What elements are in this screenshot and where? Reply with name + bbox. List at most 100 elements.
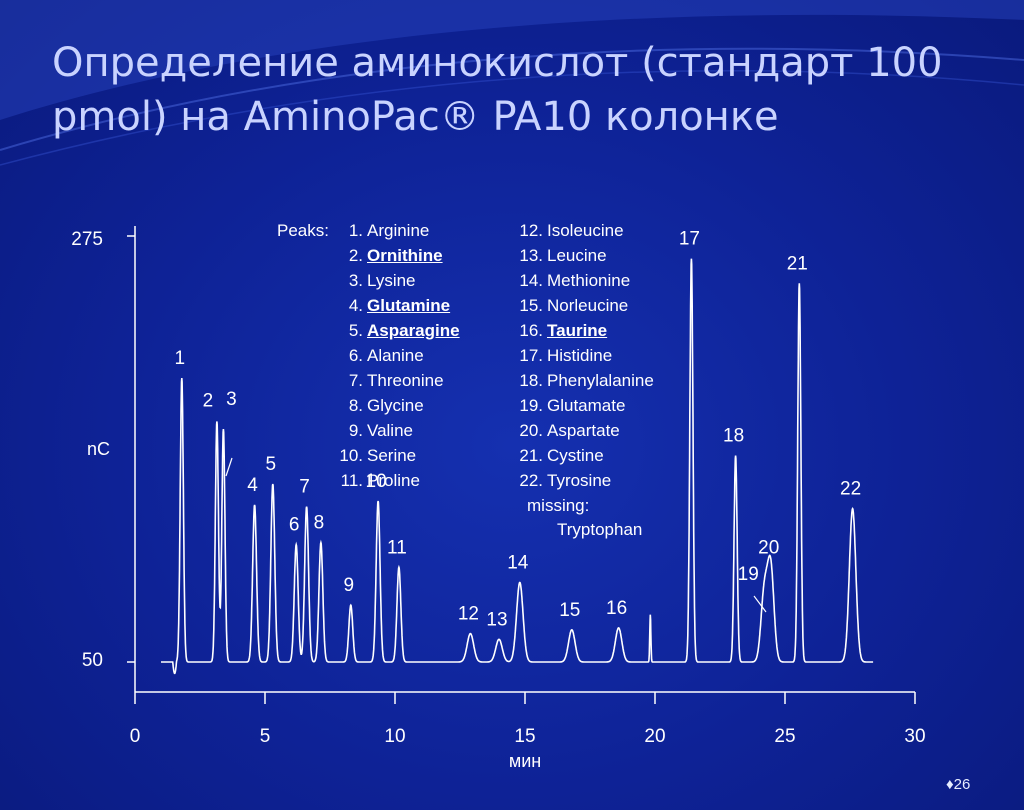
legend-entry-number: 6. — [348, 346, 363, 365]
peak-label: 15 — [559, 600, 580, 621]
peak-label: 19 — [738, 564, 759, 585]
legend-entry: 19. Glutamate — [513, 393, 625, 418]
legend-entry: 16. Taurine — [513, 318, 607, 343]
peak-label: 13 — [486, 609, 507, 630]
peak-label: 5 — [266, 454, 277, 475]
legend-entry-name: Cystine — [547, 446, 604, 465]
peak-19-leader — [753, 595, 767, 613]
legend-missing-label: missing: — [527, 496, 590, 515]
legend-entry: 10. Serine — [333, 443, 416, 468]
legend-entry-name: Histidine — [547, 346, 613, 365]
legend-entry-name: Glutamate — [547, 396, 626, 415]
page-marker-icon: ♦ — [946, 776, 954, 793]
x-tick-label: 20 — [644, 726, 665, 747]
legend-entry: 22. Tyrosine — [513, 468, 611, 493]
legend-entry-name: Aspartate — [547, 421, 620, 440]
peak-label: 22 — [840, 479, 861, 500]
legend-entry: 12. Isoleucine — [513, 218, 624, 243]
peak-label: 17 — [679, 229, 700, 250]
legend-entry-number: 3. — [348, 271, 363, 290]
legend-entry-name: Glycine — [367, 396, 424, 415]
legend-entry-number: 16. — [519, 321, 543, 340]
peak-label: 18 — [723, 426, 744, 447]
legend-entry-number: 5. — [348, 321, 363, 340]
legend-entry-number: 22. — [519, 471, 543, 490]
x-tick-label: 25 — [774, 726, 795, 747]
slide-title: Определение аминокислот (стандарт 100 pm… — [52, 40, 943, 140]
peak-label: 1 — [175, 348, 186, 369]
legend-entry-number: 11. — [340, 471, 363, 490]
legend-missing-item: Tryptophan — [557, 520, 643, 539]
legend-entry: 5. Asparagine — [333, 318, 460, 343]
peak-label: 16 — [606, 598, 627, 619]
legend-entry-number: 12. — [519, 221, 543, 240]
legend-entry-number: 17. — [519, 346, 543, 365]
legend-entry-name: Tyrosine — [547, 471, 612, 490]
legend-entry-name: Alanine — [367, 346, 424, 365]
legend-entry-number: 21. — [519, 446, 543, 465]
y-tick-label-bottom: 50 — [82, 650, 103, 671]
legend-entry-name: Leucine — [547, 246, 607, 265]
legend-entry-name: Valine — [367, 421, 413, 440]
y-axis-label: nC — [87, 439, 110, 459]
legend-entry-number: 20. — [519, 421, 543, 440]
legend-entry: 11. Proline — [333, 468, 420, 493]
legend-entry: 4. Glutamine — [333, 293, 450, 318]
peak-label: 2 — [203, 391, 214, 412]
legend-entry-number: 10. — [339, 446, 363, 465]
legend-entry: 7. Threonine — [333, 368, 444, 393]
peak-label: 14 — [507, 552, 529, 573]
legend-entry-number: 8. — [348, 396, 363, 415]
peak-label: 4 — [247, 475, 258, 496]
legend-entry-name: Asparagine — [367, 321, 460, 340]
legend-entry: 9. Valine — [333, 418, 413, 443]
peak-label: 21 — [787, 253, 808, 274]
legend-entry-number: 9. — [348, 421, 363, 440]
peak-label: 7 — [299, 477, 310, 498]
legend-entry: 13. Leucine — [513, 243, 607, 268]
legend-entry: 20. Aspartate — [513, 418, 620, 443]
legend-entry-number: 18. — [519, 371, 543, 390]
legend-entry-name: Serine — [367, 446, 417, 465]
legend-entry: 2. Ornithine — [333, 243, 443, 268]
legend-entry-number: 14. — [519, 271, 543, 290]
x-tick-label: 15 — [514, 726, 535, 747]
legend-entry-name: Isoleucine — [547, 221, 624, 240]
x-tick-label: 0 — [130, 726, 141, 747]
legend-entry: 6. Alanine — [333, 343, 424, 368]
legend-entry-name: Methionine — [547, 271, 631, 290]
legend-entry: 18. Phenylalanine — [513, 368, 653, 393]
peak-label: 11 — [387, 537, 407, 558]
peak-label: 8 — [314, 513, 325, 534]
legend-entry-name: Lysine — [367, 271, 416, 290]
chromatogram-trace — [161, 258, 874, 675]
x-tick-label: 30 — [904, 726, 925, 747]
legend-entry: 17. Histidine — [513, 343, 612, 368]
legend-entry: 21. Cystine — [513, 443, 604, 468]
legend-entry-name: Threonine — [367, 371, 444, 390]
legend-entry: 1. Arginine — [333, 218, 430, 243]
legend-entry-name: Arginine — [367, 221, 430, 240]
legend-entry: 14. Methionine — [513, 268, 630, 293]
legend-entry: 3. Lysine — [333, 268, 416, 293]
peak-label: 3 — [226, 389, 237, 410]
legend-entry-number: 4. — [348, 296, 363, 315]
legend-entry-name: Taurine — [547, 321, 608, 340]
slide-number: ♦26 — [946, 776, 970, 793]
peak-label: 12 — [458, 604, 479, 625]
legend-entry: 15. Norleucine — [513, 293, 628, 318]
legend-entry-number: 19. — [519, 396, 543, 415]
peak-3-leader — [225, 457, 233, 477]
legend-title: Peaks: — [277, 221, 329, 240]
legend-entry-number: 2. — [348, 246, 363, 265]
legend-entry-number: 13. — [519, 246, 543, 265]
peak-label: 9 — [344, 575, 355, 596]
peak-label: 20 — [758, 537, 779, 558]
peak-label: 6 — [289, 515, 300, 536]
legend-entry-number: 7. — [348, 371, 363, 390]
legend-entry: 8. Glycine — [333, 393, 424, 418]
